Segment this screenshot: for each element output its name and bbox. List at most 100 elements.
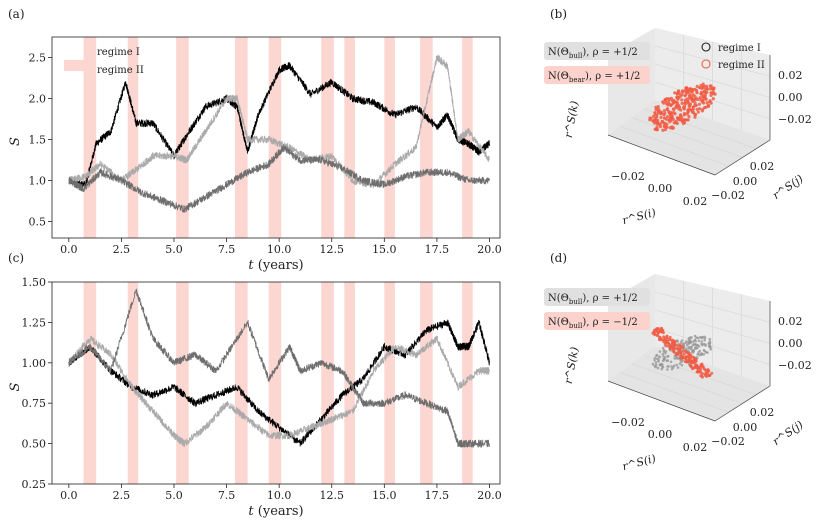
regime-II-band	[234, 37, 248, 238]
panel-label-d: (d)	[550, 251, 567, 265]
scatter-point-regime-I	[670, 365, 673, 368]
scatter-point-regime-II	[710, 371, 714, 375]
scatter-point-regime-II	[661, 328, 665, 332]
scatter-point-regime-II	[676, 97, 680, 101]
scatter-point-regime-I	[706, 351, 709, 354]
legend-label: regime II	[718, 60, 765, 71]
scatter-point	[698, 86, 701, 90]
scatter-point-regime-I	[703, 349, 706, 353]
x-tick-label: 5.0	[165, 243, 183, 256]
scatter-point-regime-II	[687, 107, 692, 111]
x-tick-label: −0.02	[611, 416, 645, 429]
scatter-point-regime-I	[709, 347, 712, 351]
scatter-point-regime-II	[701, 372, 704, 376]
scatter-point-regime-II	[663, 121, 667, 126]
y-tick-label: 0.00	[733, 421, 758, 434]
y-tick-label: 0.02	[750, 406, 775, 419]
scatter-point-regime-II	[667, 109, 671, 114]
scatter-point	[690, 96, 693, 99]
regime-II-band	[127, 282, 139, 484]
scatter-point-regime-II	[695, 84, 699, 88]
scatter-point-regime-II	[654, 108, 658, 112]
annotation-box	[544, 312, 650, 330]
scatter-point-regime-I	[653, 358, 656, 362]
scatter-point-regime-II	[685, 351, 689, 355]
scatter-point	[663, 124, 666, 128]
scatter-point-regime-II	[680, 98, 684, 102]
scatter-point	[693, 97, 697, 101]
x-tick-label: 17.5	[425, 243, 450, 256]
y-tick-label: 0.75	[22, 397, 47, 410]
x-tick-label: 0.02	[683, 195, 708, 208]
annotation-text: N(Θbull), ρ = +1/2	[548, 47, 638, 60]
scatter-point-regime-II	[693, 101, 697, 105]
z-tick-label: 0.02	[778, 315, 803, 328]
grid-line	[619, 125, 729, 167]
scatter-point-regime-II	[674, 353, 678, 356]
scatter-point-regime-II	[668, 126, 672, 130]
scatter-point-regime-II	[670, 339, 674, 343]
scatter-point-regime-II	[680, 101, 684, 105]
y-tick-label: 1.00	[22, 357, 47, 370]
y-axis-label: r^S(j)	[770, 172, 805, 202]
y-tick-label: 0.5	[29, 216, 47, 229]
scatter-point-regime-II	[648, 116, 652, 120]
y-tick-label: −0.02	[711, 435, 745, 448]
scatter-point-regime-II	[687, 101, 691, 106]
scatter-point-regime-II	[679, 114, 683, 118]
scatter-point	[674, 100, 677, 104]
scatter-point	[683, 94, 687, 98]
grid-line	[654, 309, 771, 344]
scatter-point-regime-II	[675, 104, 679, 108]
regime-II-band	[268, 282, 282, 484]
scatter-point-regime-I	[660, 363, 664, 366]
legend-label: regime I	[718, 43, 761, 54]
annotation-box	[544, 288, 650, 306]
scatter-point-regime-I	[662, 355, 665, 358]
scatter-point-regime-II	[682, 352, 686, 356]
scatter-point-regime-I	[680, 339, 684, 342]
x-tick-label: 2.5	[113, 489, 131, 502]
scatter-point-regime-II	[653, 112, 657, 116]
regime-II-band	[384, 282, 395, 484]
scatter-point-regime-II	[652, 328, 656, 332]
y-axis-edge	[714, 139, 771, 176]
x-tick-label: 0.00	[648, 182, 673, 195]
x-axis-label: r^S(i)	[621, 206, 657, 227]
scatter-point-regime-II	[665, 115, 670, 119]
scatter-point-regime-I	[692, 340, 695, 344]
scatter-point-regime-II	[711, 92, 716, 96]
regime-II-band	[420, 37, 433, 238]
scatter-point	[675, 92, 679, 96]
y-tick-label: 2.0	[29, 93, 47, 106]
pane-floor	[608, 100, 770, 175]
scatter-point-regime-I	[699, 335, 702, 339]
scatter-point-regime-II	[677, 347, 681, 351]
regime-II-band	[83, 282, 97, 484]
scatter-point-regime-I	[709, 345, 712, 349]
regime-II-band	[127, 37, 139, 238]
scatter-point-regime-II	[685, 90, 690, 94]
annotation-text: N(Θbull), ρ = −1/2	[548, 317, 638, 330]
scatter-point-regime-II	[691, 93, 695, 97]
legend-swatch-regime-II	[64, 60, 92, 71]
scatter-point-regime-II	[651, 331, 655, 335]
scatter-point	[669, 112, 673, 115]
scatter-point-regime-II	[704, 105, 708, 109]
scatter-point-regime-I	[682, 343, 685, 347]
scatter-point	[699, 92, 703, 96]
scatter-point-regime-I	[685, 340, 688, 343]
grid-line	[654, 63, 771, 98]
scatter-point-regime-II	[662, 335, 666, 339]
scatter-point	[709, 91, 713, 94]
scatter-point-regime-II	[677, 92, 682, 96]
scatter-point-regime-II	[689, 87, 693, 91]
plot-frame	[51, 281, 501, 485]
scatter-point-regime-II	[659, 337, 663, 341]
z-tick-label: −0.02	[778, 113, 812, 126]
regime-II-band	[462, 37, 473, 238]
annotation-text: N(Θbull), ρ = +1/2	[548, 293, 638, 306]
scatter-point	[663, 116, 666, 120]
scatter-point-regime-II	[689, 90, 693, 94]
scatter-point-regime-II	[704, 368, 708, 372]
